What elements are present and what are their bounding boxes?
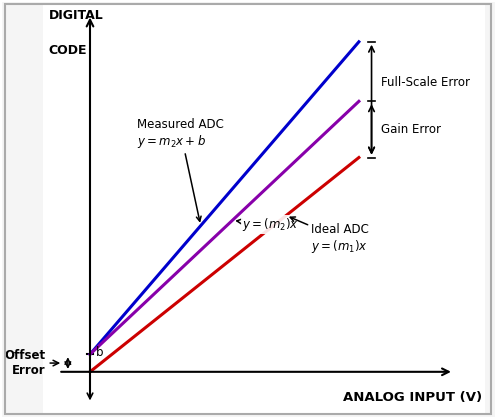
Text: Gain Error: Gain Error	[381, 123, 441, 136]
Text: CODE: CODE	[49, 44, 87, 57]
Text: $y = (m_2)x$: $y = (m_2)x$	[237, 216, 299, 233]
Text: DIGITAL: DIGITAL	[49, 9, 104, 22]
Text: Full-Scale Error: Full-Scale Error	[381, 76, 470, 89]
Text: b: b	[96, 346, 104, 359]
Text: Offset
Error: Offset Error	[4, 349, 46, 377]
Text: Ideal ADC
$y = (m_1)x$: Ideal ADC $y = (m_1)x$	[290, 217, 370, 255]
Text: ANALOG INPUT (V): ANALOG INPUT (V)	[343, 391, 482, 404]
Text: Measured ADC
$y = m_2x + b$: Measured ADC $y = m_2x + b$	[137, 117, 224, 221]
